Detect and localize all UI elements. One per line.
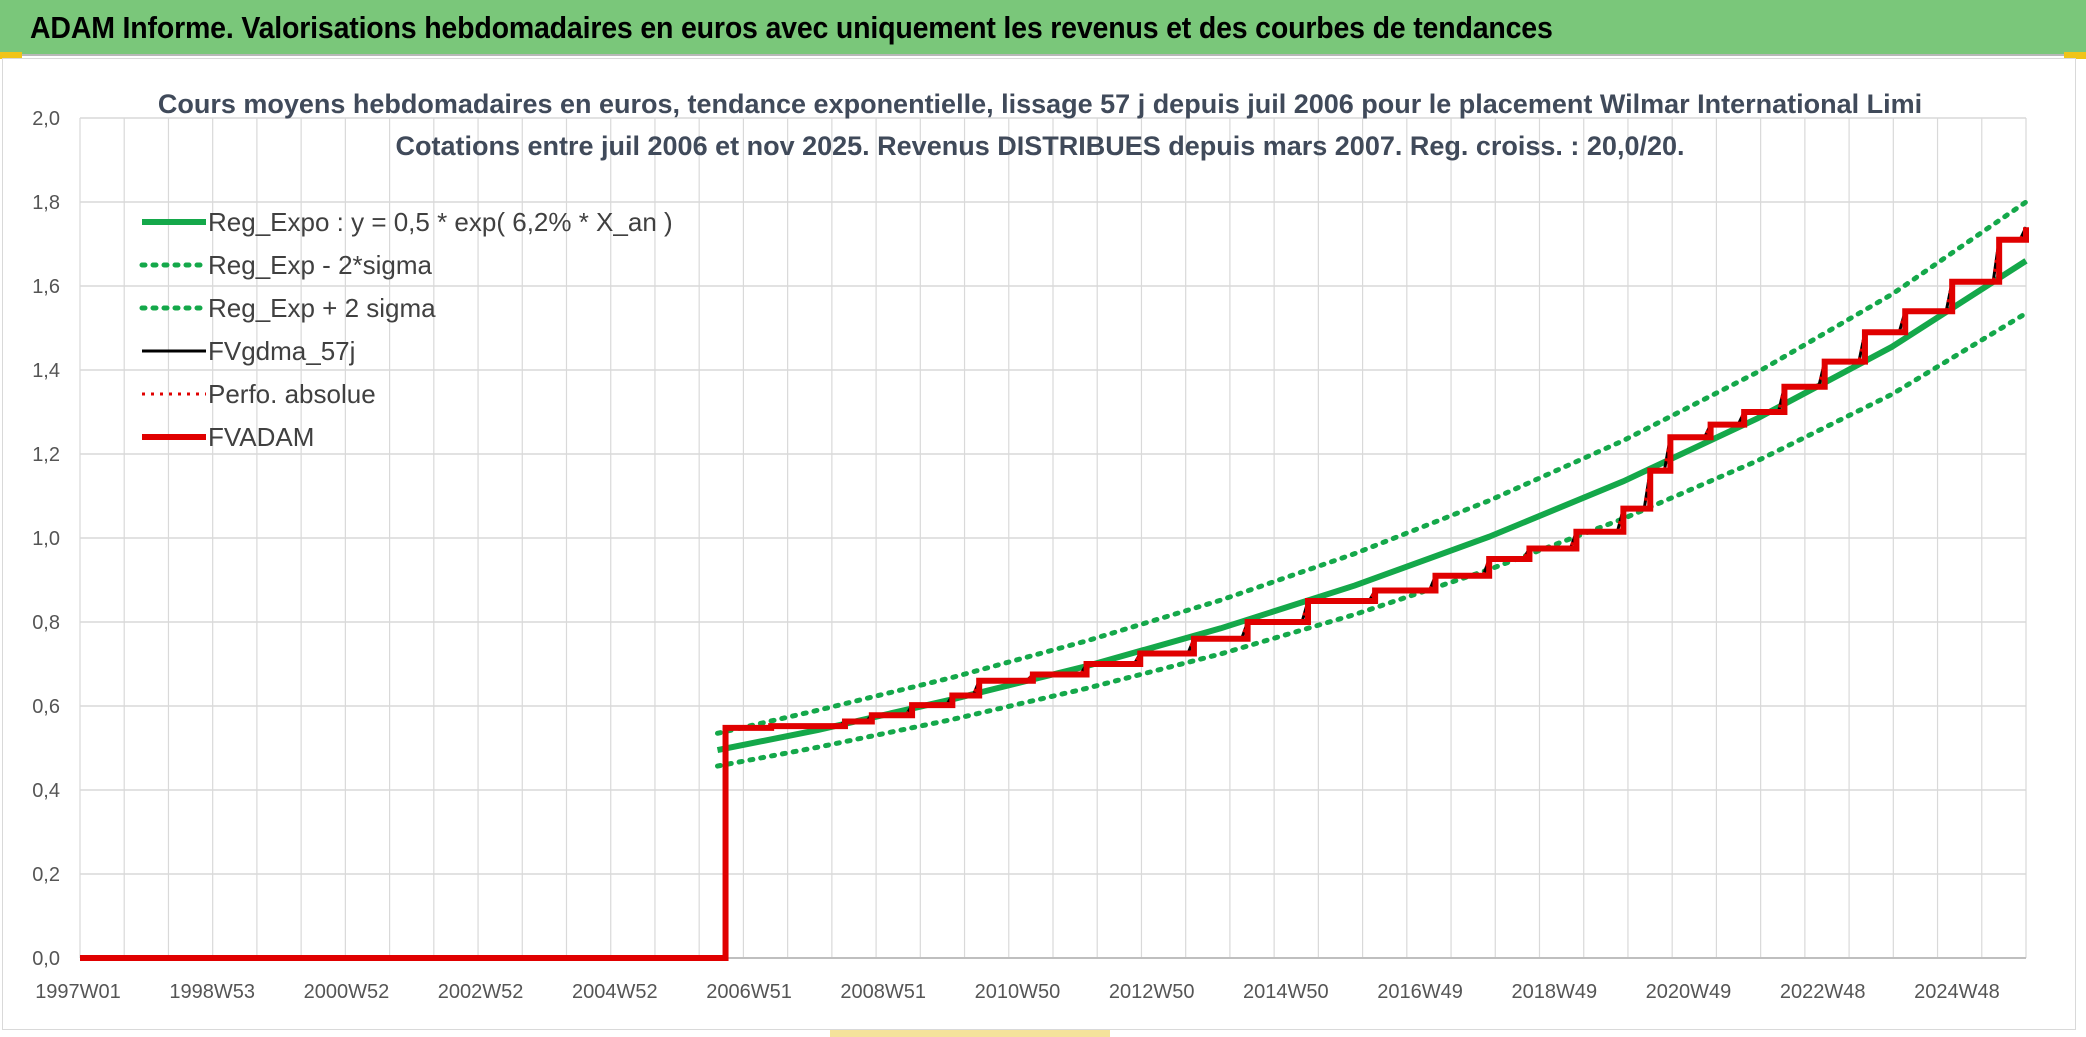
x-tick-label: 1998W53 — [169, 981, 255, 1003]
y-axis-ticks: 0,0 0,2 0,4 0,6 0,8 1,0 1,2 1,4 1,6 1,8 2,0 — [32, 108, 60, 970]
y-tick-label: 0,4 — [32, 780, 60, 802]
header-banner: ADAM Informe. Valorisations hebdomadaire… — [0, 0, 2086, 56]
y-tick-label: 1,6 — [32, 276, 60, 298]
chart-frame — [2, 58, 2076, 1030]
legend-label: Reg_Expo : y = 0,5 * exp( 6,2% * X_an ) — [208, 207, 673, 237]
x-tick-label: 2010W50 — [975, 981, 1061, 1003]
legend-label: FVADAM — [208, 422, 314, 452]
chart-subtitle: Cotations entre juil 2006 et nov 2025. R… — [396, 131, 1685, 161]
x-tick-label: 2006W51 — [706, 981, 792, 1003]
corner-accent-left — [0, 52, 22, 59]
series-line-0 — [716, 258, 2028, 754]
grid-lines — [79, 117, 2027, 959]
y-tick-label: 0,2 — [32, 864, 60, 886]
bottom-accent — [830, 1030, 1110, 1037]
y-tick-label: 1,2 — [32, 444, 60, 466]
series-line-5 — [80, 227, 2029, 961]
x-tick-label: 1997W01 — [35, 981, 121, 1003]
x-axis-ticks: 1997W01 1998W53 2000W52 2002W52 2004W52 2006W… — [35, 981, 2000, 1003]
x-tick-label: 2024W48 — [1914, 981, 2000, 1003]
x-tick-label: 2004W52 — [572, 981, 658, 1003]
x-tick-label: 2022W48 — [1780, 981, 1866, 1003]
legend-label: Reg_Exp + 2 sigma — [208, 293, 436, 323]
corner-accent-right — [2064, 52, 2086, 59]
y-tick-label: 0,8 — [32, 612, 60, 634]
x-tick-label: 2020W49 — [1646, 981, 1732, 1003]
chart-title: Cours moyens hebdomadaires en euros, ten… — [158, 89, 1922, 119]
x-tick-label: 2008W51 — [840, 981, 926, 1003]
y-tick-label: 2,0 — [32, 108, 60, 130]
legend-label: FVgdma_57j — [208, 336, 355, 366]
legend-label: Perfo. absolue — [208, 379, 376, 409]
series-lines — [80, 199, 2029, 961]
x-tick-label: 2014W50 — [1243, 981, 1329, 1003]
x-tick-label: 2016W49 — [1377, 981, 1463, 1003]
x-tick-label: 2018W49 — [1511, 981, 1597, 1003]
x-tick-label: 2002W52 — [438, 981, 524, 1003]
y-tick-label: 1,4 — [32, 360, 60, 382]
y-tick-label: 0,0 — [32, 948, 60, 970]
y-tick-label: 0,6 — [32, 696, 60, 718]
series-line-1 — [714, 310, 2029, 769]
y-tick-label: 1,8 — [32, 192, 60, 214]
x-tick-label: 2012W50 — [1109, 981, 1195, 1003]
x-tick-label: 2000W52 — [304, 981, 390, 1003]
report-title: ADAM Informe. Valorisations hebdomadaire… — [30, 10, 1553, 45]
legend-label: Reg_Exp - 2*sigma — [208, 250, 433, 280]
y-tick-label: 1,0 — [32, 528, 60, 550]
series-line-2 — [714, 199, 2029, 736]
legend: Reg_Expo : y = 0,5 * exp( 6,2% * X_an ) R… — [139, 207, 673, 452]
